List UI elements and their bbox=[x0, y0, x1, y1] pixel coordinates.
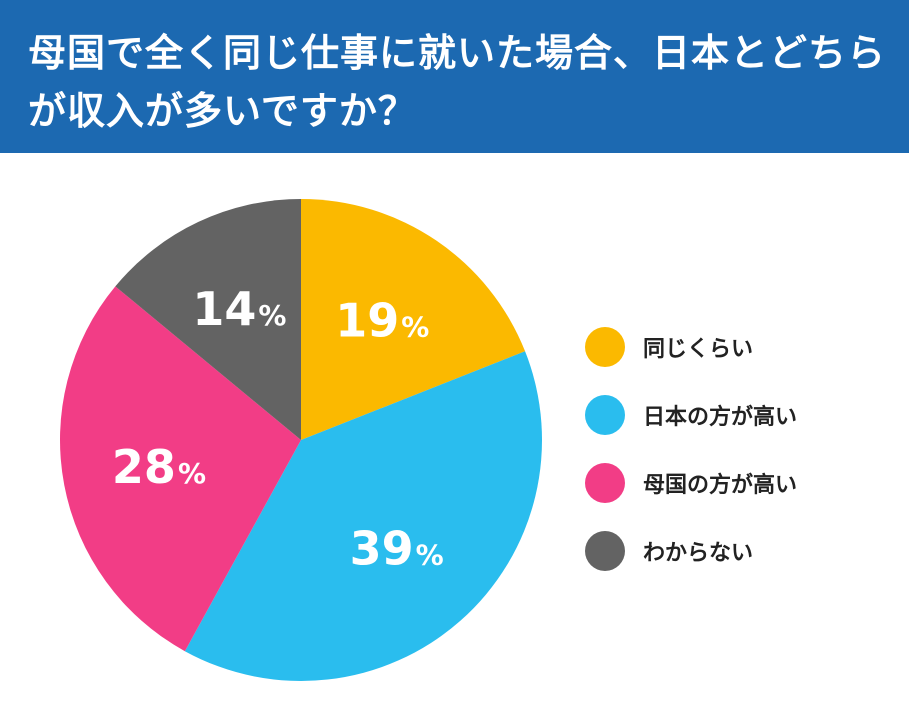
pie-slice-4 bbox=[115, 199, 301, 440]
pie-slice-2 bbox=[184, 351, 542, 681]
legend-item-3: 母国の方が高い bbox=[585, 462, 895, 504]
pie-chart: 19% 39% 28% 14% bbox=[59, 199, 542, 681]
pie-slice-label-3: 28% bbox=[112, 440, 206, 494]
pie-slice-label-1: 19% bbox=[335, 293, 429, 347]
pie-slice-label-4: 14% bbox=[192, 282, 286, 336]
legend-item-2: 日本の方が高い bbox=[585, 394, 895, 436]
pie-slice-1 bbox=[301, 199, 526, 440]
pie-slice-3 bbox=[59, 286, 301, 652]
legend-swatch bbox=[585, 327, 625, 367]
pie-slice-label-2: 39% bbox=[350, 521, 444, 575]
legend-label: わからない bbox=[643, 541, 754, 566]
legend-label: 日本の方が高い bbox=[643, 405, 798, 430]
chart-header: 母国で全く同じ仕事に就いた場合、日本とどちらが収入が多いですか？ bbox=[0, 0, 909, 153]
legend-swatch bbox=[585, 395, 625, 435]
legend-swatch bbox=[585, 531, 625, 571]
chart-legend: 同じくらい日本の方が高い 母国の方が高い わからない bbox=[585, 326, 895, 598]
legend-swatch bbox=[585, 463, 625, 503]
chart-title: 母国で全く同じ仕事に就いた場合、日本とどちらが収入が多いですか？ bbox=[28, 31, 887, 133]
legend-label: 同じくらい bbox=[643, 337, 754, 362]
legend-item-1: 同じくらい bbox=[585, 326, 895, 368]
legend-label: 母国の方が高い bbox=[643, 473, 798, 498]
legend-item-4: わからない bbox=[585, 530, 895, 572]
